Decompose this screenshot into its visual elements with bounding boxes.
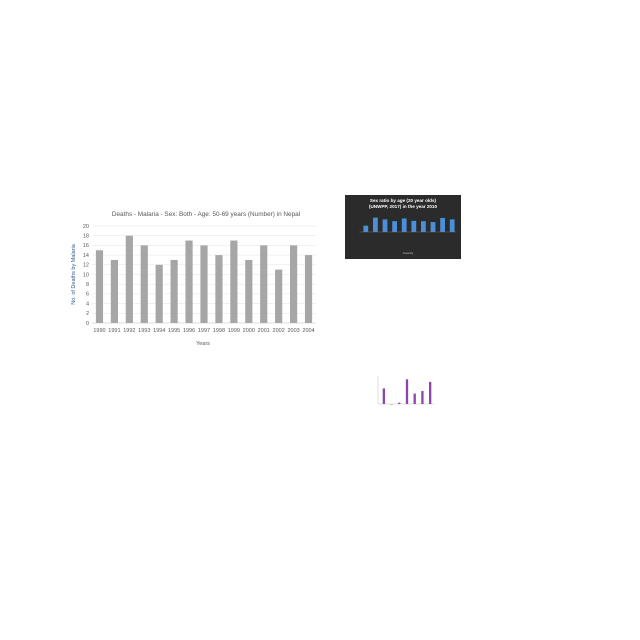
small-bar <box>450 219 455 232</box>
bar-1997 <box>200 245 207 323</box>
small-title-line: (UNWPP, 2017) in the year 2010 <box>369 204 438 209</box>
y-tick-label: 2 <box>86 311 89 317</box>
x-tick-label: 1992 <box>123 328 135 334</box>
y-tick-label: 4 <box>86 301 89 307</box>
x-tick-label: 1993 <box>138 328 150 334</box>
small-bar <box>431 222 436 232</box>
y-tick-label: 12 <box>83 263 89 269</box>
x-tick-label: 2001 <box>258 328 270 334</box>
x-tick-label: 1996 <box>183 328 195 334</box>
sex-ratio-chart: Sex ratio by age (20 year olds) (UNWPP, 2… <box>345 195 461 259</box>
tiny-bar <box>414 394 416 404</box>
x-tick-labels: 1990 1991 1992 1993 1994 1995 1996 1997 1998 1999… <box>93 328 314 334</box>
bar-2000 <box>245 260 252 323</box>
bar-1994 <box>156 265 163 323</box>
x-tick-label: 1999 <box>228 328 240 334</box>
bar-1996 <box>185 241 192 323</box>
bar-1999 <box>230 241 237 323</box>
small-chart-title: Sex ratio by age (20 year olds)(UNWPP, 2… <box>369 198 438 209</box>
x-tick-label: 2003 <box>287 328 299 334</box>
malaria-deaths-svg: Deaths - Malaria - Sex: Both - Age: 50-6… <box>70 202 330 352</box>
y-tick-label: 18 <box>83 234 89 240</box>
bars <box>96 236 312 323</box>
small-bar <box>421 221 426 232</box>
bar-2004 <box>305 255 312 323</box>
malaria-deaths-chart: Deaths - Malaria - Sex: Both - Age: 50-6… <box>70 202 330 352</box>
small-bar <box>402 219 407 233</box>
purple-bar-svg <box>372 372 436 412</box>
bar-2001 <box>260 245 267 323</box>
tiny-bars <box>383 379 432 404</box>
x-tick-label: 1995 <box>168 328 180 334</box>
y-tick-label: 20 <box>83 224 89 230</box>
x-tick-label: 1998 <box>213 328 225 334</box>
x-tick-label: 2002 <box>273 328 285 334</box>
small-title-line: Sex ratio by age (20 year olds) <box>370 198 437 203</box>
small-x-axis-label: Country <box>403 251 414 255</box>
bar-2002 <box>275 270 282 323</box>
bar-1990 <box>96 250 103 323</box>
y-tick-label: 14 <box>83 253 89 259</box>
x-tick-label: 1991 <box>108 328 120 334</box>
purple-bar-chart <box>372 372 436 412</box>
tiny-bar <box>421 391 423 404</box>
small-bar <box>411 221 416 232</box>
y-axis-label: No. of Deaths by Malaria <box>71 243 77 304</box>
y-tick-labels: 0 2 4 6 8 10 12 14 16 18 20 <box>83 224 89 327</box>
y-tick-label: 10 <box>83 272 89 278</box>
small-bars <box>363 218 454 232</box>
tiny-bar <box>406 379 408 404</box>
tiny-bar <box>398 403 400 404</box>
x-tick-label: 2000 <box>243 328 255 334</box>
small-bar <box>363 226 368 232</box>
x-tick-label: 1994 <box>153 328 165 334</box>
y-tick-label: 8 <box>86 282 89 288</box>
bar-1995 <box>171 260 178 323</box>
x-tick-label: 2004 <box>302 328 314 334</box>
small-bar <box>440 218 445 232</box>
small-bar <box>392 221 397 232</box>
x-tick-label: 1990 <box>93 328 105 334</box>
y-tick-label: 16 <box>83 243 89 249</box>
y-tick-label: 0 <box>86 321 89 327</box>
bar-1992 <box>126 236 133 323</box>
x-tick-label: 1997 <box>198 328 210 334</box>
chart-title: Deaths - Malaria - Sex: Both - Age: 50-6… <box>112 211 300 218</box>
x-axis-label: Years <box>196 341 210 347</box>
bar-2003 <box>290 245 297 323</box>
y-tick-label: 6 <box>86 292 89 298</box>
bar-1993 <box>141 245 148 323</box>
bar-1998 <box>215 255 222 323</box>
small-bar <box>373 218 378 232</box>
bar-1991 <box>111 260 118 323</box>
tiny-bar <box>429 382 431 404</box>
small-bar <box>383 219 388 232</box>
tiny-bar <box>383 388 385 404</box>
sex-ratio-svg: Sex ratio by age (20 year olds)(UNWPP, 2… <box>345 195 461 259</box>
